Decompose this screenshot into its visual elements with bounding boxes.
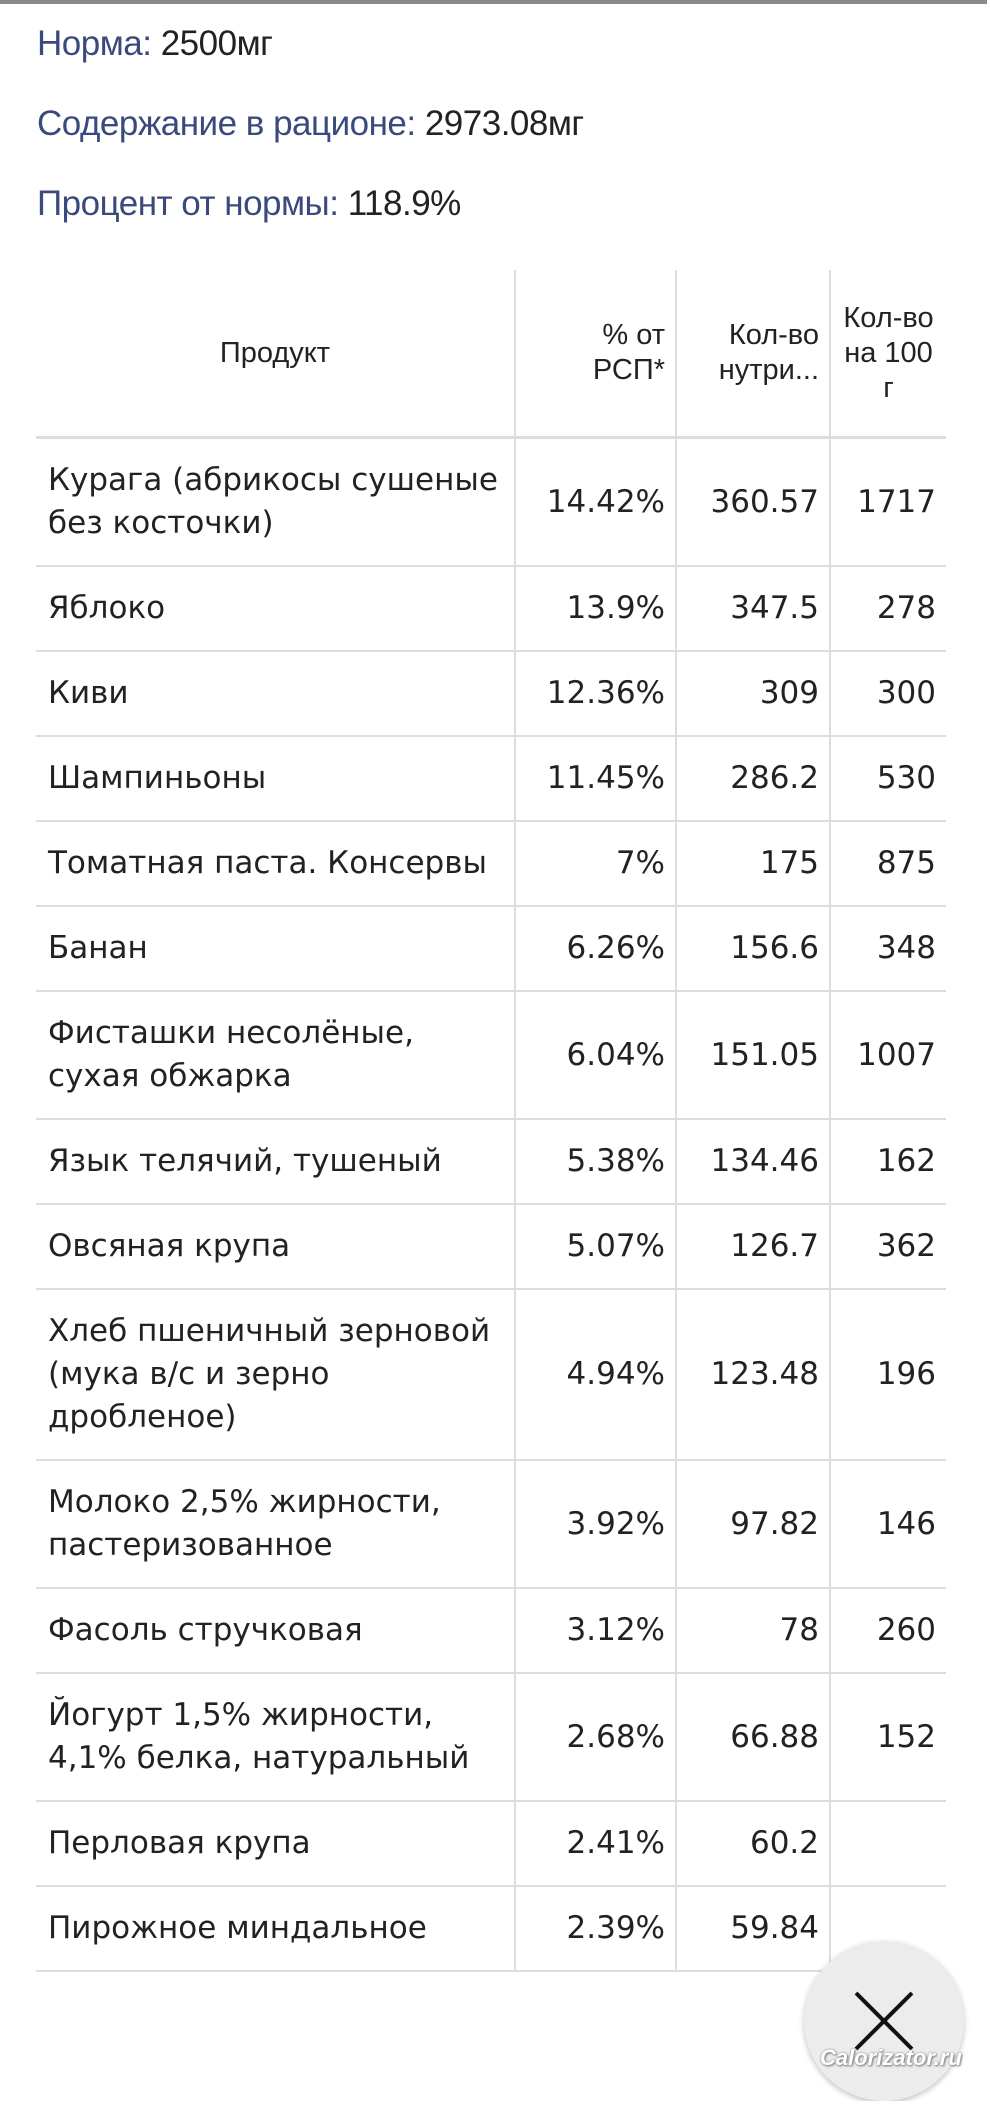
cell-percent-rsp: 6.04%	[514, 991, 676, 1120]
cell-product[interactable]: Язык телячий, тушеный	[36, 1119, 515, 1205]
cell-percent-rsp: 14.42%	[514, 437, 676, 567]
cell-percent-rsp: 2.41%	[514, 1801, 676, 1887]
cell-amount-per-100g: 278	[829, 566, 946, 652]
percent-value: 118.9%	[347, 184, 462, 223]
cell-nutrient-amount: 126.7	[675, 1204, 830, 1290]
cell-amount-per-100g: 300	[829, 651, 946, 737]
cell-nutrient-amount: 360.57	[675, 437, 830, 567]
table-row: Банан 6.26% 156.6 348	[36, 906, 946, 992]
norm-value: 2500мг	[160, 24, 273, 63]
cell-product[interactable]: Перловая крупа	[36, 1801, 515, 1887]
cell-amount-per-100g: 530	[829, 736, 946, 822]
cell-nutrient-amount: 59.84	[675, 1886, 830, 1972]
cell-percent-rsp: 12.36%	[514, 651, 676, 737]
cell-percent-rsp: 5.07%	[514, 1204, 676, 1290]
header-product[interactable]: Продукт	[36, 270, 515, 439]
cell-product[interactable]: Киви	[36, 651, 515, 737]
cell-nutrient-amount: 123.48	[675, 1289, 830, 1461]
table-row: Язык телячий, тушеный 5.38% 134.46 162	[36, 1119, 946, 1205]
cell-amount-per-100g: 196	[829, 1289, 946, 1461]
table-row: Шампиньоны 11.45% 286.2 530	[36, 736, 946, 822]
table-row: Фисташки несолёные, сухая обжарка 6.04% 15…	[36, 991, 946, 1120]
cell-product[interactable]: Фисташки несолёные, сухая обжарка	[36, 991, 515, 1120]
cell-nutrient-amount: 66.88	[675, 1673, 830, 1802]
cell-percent-rsp: 4.94%	[514, 1289, 676, 1461]
cell-nutrient-amount: 347.5	[675, 566, 830, 652]
percent-stat: Процент от нормы: 118.9%	[37, 184, 461, 224]
cell-nutrient-amount: 286.2	[675, 736, 830, 822]
cell-nutrient-amount: 97.82	[675, 1460, 830, 1589]
cell-product[interactable]: Курага (абрикосы сушеные без косточки)	[36, 437, 515, 567]
table-row: Йогурт 1,5% жирности, 4,1% белка, натура…	[36, 1673, 946, 1802]
cell-nutrient-amount: 309	[675, 651, 830, 737]
table-row: Хлеб пшеничный зерновой (мука в/с и зерн…	[36, 1289, 946, 1461]
nutrient-table: Продукт % от РСП* Кол-во нутри... Кол-во…	[36, 270, 946, 1972]
cell-percent-rsp: 2.39%	[514, 1886, 676, 1972]
table-row: Молоко 2,5% жирности, пастеризованное 3.9…	[36, 1460, 946, 1589]
cell-amount-per-100g: 260	[829, 1588, 946, 1674]
cell-percent-rsp: 6.26%	[514, 906, 676, 992]
content-value: 2973.08мг	[424, 104, 584, 143]
content-stat: Содержание в рационе: 2973.08мг	[37, 104, 584, 144]
cell-percent-rsp: 11.45%	[514, 736, 676, 822]
header-amount-per-100g[interactable]: Кол-во на 100 г	[829, 270, 946, 439]
table-row: Пирожное миндальное 2.39% 59.84	[36, 1886, 946, 1972]
cell-product[interactable]: Фасоль стручковая	[36, 1588, 515, 1674]
close-icon	[854, 1991, 914, 2051]
table-row: Перловая крупа 2.41% 60.2	[36, 1801, 946, 1887]
cell-percent-rsp: 7%	[514, 821, 676, 907]
cell-amount-per-100g: 1717	[829, 437, 946, 567]
cell-product[interactable]: Йогурт 1,5% жирности, 4,1% белка, натура…	[36, 1673, 515, 1802]
cell-amount-per-100g: 348	[829, 906, 946, 992]
header-percent-rsp[interactable]: % от РСП*	[514, 270, 676, 439]
cell-product[interactable]: Томатная паста. Консервы	[36, 821, 515, 907]
watermark: Calorizator.ru	[820, 2045, 962, 2070]
table-row: Яблоко 13.9% 347.5 278	[36, 566, 946, 652]
table-row: Курага (абрикосы сушеные без косточки) 14…	[36, 437, 946, 567]
cell-product[interactable]: Молоко 2,5% жирности, пастеризованное	[36, 1460, 515, 1589]
percent-label: Процент от нормы:	[37, 184, 339, 223]
cell-percent-rsp: 13.9%	[514, 566, 676, 652]
norm-stat: Норма: 2500мг	[37, 24, 273, 64]
cell-percent-rsp: 5.38%	[514, 1119, 676, 1205]
cell-amount-per-100g: 1007	[829, 991, 946, 1120]
header-nutrient-amount[interactable]: Кол-во нутри...	[675, 270, 830, 439]
cell-amount-per-100g: 152	[829, 1673, 946, 1802]
table-row: Фасоль стручковая 3.12% 78 260	[36, 1588, 946, 1674]
table-row: Овсяная крупа 5.07% 126.7 362	[36, 1204, 946, 1290]
cell-nutrient-amount: 156.6	[675, 906, 830, 992]
table-row: Томатная паста. Консервы 7% 175 875	[36, 821, 946, 907]
cell-percent-rsp: 2.68%	[514, 1673, 676, 1802]
table-header-row: Продукт % от РСП* Кол-во нутри... Кол-во…	[36, 270, 946, 439]
cell-amount-per-100g: 362	[829, 1204, 946, 1290]
cell-nutrient-amount: 78	[675, 1588, 830, 1674]
cell-product[interactable]: Овсяная крупа	[36, 1204, 515, 1290]
cell-product[interactable]: Банан	[36, 906, 515, 992]
cell-nutrient-amount: 60.2	[675, 1801, 830, 1887]
content-label: Содержание в рационе:	[37, 104, 416, 143]
cell-nutrient-amount: 134.46	[675, 1119, 830, 1205]
cell-percent-rsp: 3.12%	[514, 1588, 676, 1674]
top-divider	[0, 0, 987, 4]
cell-nutrient-amount: 151.05	[675, 991, 830, 1120]
cell-product[interactable]: Хлеб пшеничный зерновой (мука в/с и зерн…	[36, 1289, 515, 1461]
cell-nutrient-amount: 175	[675, 821, 830, 907]
cell-amount-per-100g: 162	[829, 1119, 946, 1205]
cell-percent-rsp: 3.92%	[514, 1460, 676, 1589]
table-row: Киви 12.36% 309 300	[36, 651, 946, 737]
cell-amount-per-100g	[829, 1801, 946, 1887]
norm-label: Норма:	[37, 24, 152, 63]
cell-product[interactable]: Пирожное миндальное	[36, 1886, 515, 1972]
cell-amount-per-100g: 875	[829, 821, 946, 907]
cell-product[interactable]: Шампиньоны	[36, 736, 515, 822]
cell-amount-per-100g: 146	[829, 1460, 946, 1589]
close-button[interactable]	[804, 1941, 964, 2101]
cell-product[interactable]: Яблоко	[36, 566, 515, 652]
